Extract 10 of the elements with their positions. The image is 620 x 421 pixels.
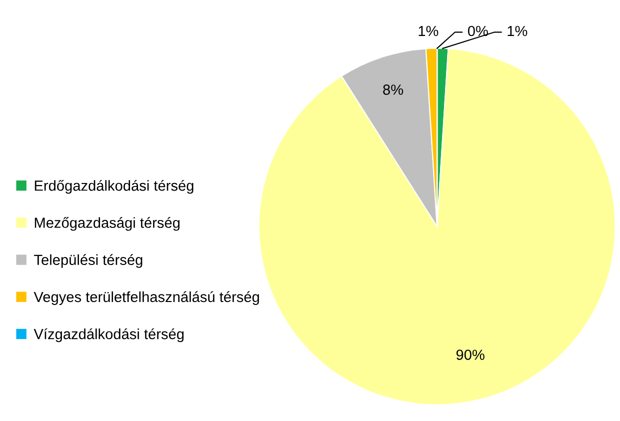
data-label: 8% bbox=[383, 84, 404, 95]
legend-label: Települési térség bbox=[34, 254, 142, 268]
data-label: 1% bbox=[418, 26, 438, 36]
data-label: 90% bbox=[456, 350, 484, 360]
legend-label: Vegyes területfelhasználású térség bbox=[34, 291, 259, 305]
text: 0% bbox=[468, 26, 488, 36]
data-label: 1% bbox=[508, 26, 528, 36]
legend-label: Mezőgazdasági térség bbox=[34, 217, 180, 231]
legend-label: Erdőgazdálkodási térség bbox=[34, 180, 194, 194]
legend-label: Vízgazdálkodási térség bbox=[34, 328, 184, 342]
